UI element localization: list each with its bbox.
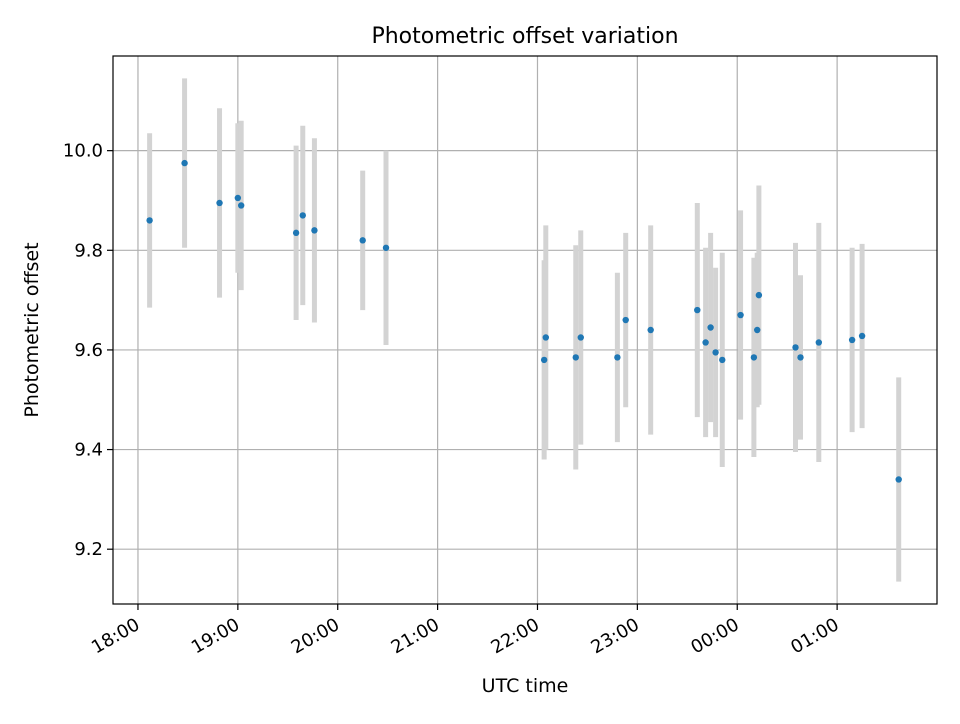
y-tick-label: 9.2 — [74, 539, 103, 560]
data-point — [737, 311, 744, 319]
data-point — [542, 334, 550, 341]
data-point — [712, 349, 719, 356]
data-point — [754, 326, 761, 334]
data-point — [694, 306, 701, 314]
data-point — [577, 334, 584, 341]
y-tick-label: 10.0 — [63, 141, 103, 162]
data-point — [614, 354, 621, 361]
data-point — [234, 194, 242, 202]
grid-layer — [113, 56, 937, 604]
data-point — [299, 212, 306, 219]
data-point — [237, 202, 245, 209]
data-point — [719, 356, 726, 364]
data-point — [359, 237, 366, 244]
data-point — [216, 199, 223, 207]
data-point — [707, 324, 714, 331]
y-tick-label: 9.4 — [74, 440, 103, 461]
data-point — [540, 356, 548, 364]
y-tick-label: 9.6 — [74, 340, 103, 361]
plot-frame — [112, 55, 938, 605]
data-point — [848, 336, 856, 344]
data-point — [622, 316, 629, 324]
point-layer — [146, 159, 902, 483]
data-point — [858, 332, 866, 340]
data-point — [146, 217, 153, 224]
data-point — [750, 354, 758, 361]
y-axis-label: Photometric offset — [21, 242, 43, 417]
data-point — [792, 344, 799, 351]
data-point — [292, 229, 300, 237]
data-point — [311, 227, 318, 234]
data-point — [895, 476, 902, 483]
data-point — [647, 326, 654, 334]
y-axis-ticks: 9.2 9.4 9.6 9.8 10.0 — [63, 141, 113, 560]
data-point — [815, 339, 823, 346]
y-tick-label: 9.8 — [74, 240, 103, 261]
data-point — [797, 354, 804, 361]
x-axis-label: UTC time — [482, 675, 569, 697]
data-point — [702, 339, 709, 346]
data-point — [382, 244, 390, 251]
data-point — [181, 159, 188, 167]
chart-title: Photometric offset variation — [371, 24, 678, 49]
data-point — [572, 354, 579, 361]
data-point — [755, 291, 763, 299]
